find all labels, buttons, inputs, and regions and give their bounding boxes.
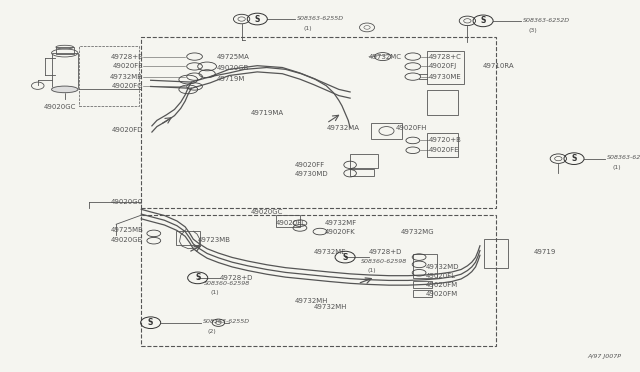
Bar [79,46,139,106]
Text: 49725MA: 49725MA [216,54,250,60]
Ellipse shape [52,86,78,93]
Bar [413,289,431,297]
Bar [427,90,458,115]
Text: 49020FG: 49020FG [111,83,143,90]
Text: 49732MB: 49732MB [110,74,143,80]
Text: 49020FL: 49020FL [276,220,306,226]
Bar [141,215,495,346]
Bar [484,239,508,268]
Text: 49020GC: 49020GC [251,209,284,215]
Text: S: S [342,253,348,262]
Text: 49020FE: 49020FE [429,147,459,153]
Text: (1): (1) [367,268,376,273]
Text: S08363-6255D: S08363-6255D [204,320,250,324]
Text: S: S [255,15,260,23]
Text: S08360-62598: S08360-62598 [204,281,250,286]
Bar [141,36,495,208]
Text: 49710RA: 49710RA [483,63,515,70]
Text: 49719: 49719 [533,248,556,254]
Text: 49020FL: 49020FL [426,273,456,279]
Bar [276,215,300,227]
Text: A/97 J007P: A/97 J007P [587,354,621,359]
Text: S: S [148,318,154,327]
Text: (3): (3) [529,28,538,33]
Text: 49020FF: 49020FF [295,162,325,168]
Text: 49732MG: 49732MG [400,229,434,235]
Bar [350,169,374,176]
Text: S08363-6252D: S08363-6252D [523,17,570,23]
Text: 49728+D: 49728+D [369,248,403,254]
Text: S: S [572,154,577,163]
Text: 49719MA: 49719MA [251,110,284,116]
Text: 49020FM: 49020FM [426,282,458,288]
Text: S08360-62598: S08360-62598 [361,259,407,264]
Text: (1): (1) [613,165,621,170]
Text: 49728+D: 49728+D [220,275,253,281]
Text: (1): (1) [303,26,312,31]
Text: 49720+B: 49720+B [429,137,461,144]
Text: 49020FD: 49020FD [111,127,143,133]
Bar [56,47,74,54]
Text: 49725MB: 49725MB [110,227,143,233]
Bar [371,123,401,139]
Text: 49719M: 49719M [216,76,245,82]
Text: 49732MH: 49732MH [314,304,348,310]
Bar [52,53,78,89]
Text: 49020GB: 49020GB [216,64,249,71]
Text: 49732MD: 49732MD [426,264,459,270]
Text: 49730MD: 49730MD [295,171,328,177]
Bar [413,281,431,288]
Text: 49020GE: 49020GE [111,237,143,243]
Text: 49723MB: 49723MB [198,237,230,243]
Text: 49020GC: 49020GC [44,103,76,109]
Text: (1): (1) [211,290,219,295]
Text: 49020FE: 49020FE [113,63,143,70]
Text: 49020FK: 49020FK [325,229,356,235]
Bar [427,133,458,157]
Bar [413,254,436,278]
Text: 49020FH: 49020FH [396,125,427,131]
Text: S08363-6255D: S08363-6255D [607,155,640,160]
Text: 49020FM: 49020FM [426,291,458,296]
Text: S: S [195,273,200,282]
Text: 49732MC: 49732MC [369,54,402,60]
Text: 49732MF: 49732MF [325,220,357,226]
Text: 49728+B: 49728+B [110,54,143,60]
Text: 49020FJ: 49020FJ [429,63,457,70]
Text: 49732MH: 49732MH [295,298,328,304]
Bar [350,154,378,168]
Bar [427,51,464,84]
Text: 49730ME: 49730ME [429,74,461,80]
Text: 49732MA: 49732MA [326,125,359,131]
Bar [176,231,200,245]
Text: (2): (2) [207,329,216,334]
Text: 49732ME: 49732ME [314,248,346,254]
Text: 49020GC: 49020GC [111,199,143,205]
Text: S: S [481,16,486,25]
Text: S08363-6255D: S08363-6255D [297,16,344,21]
Text: 49728+C: 49728+C [429,54,461,60]
